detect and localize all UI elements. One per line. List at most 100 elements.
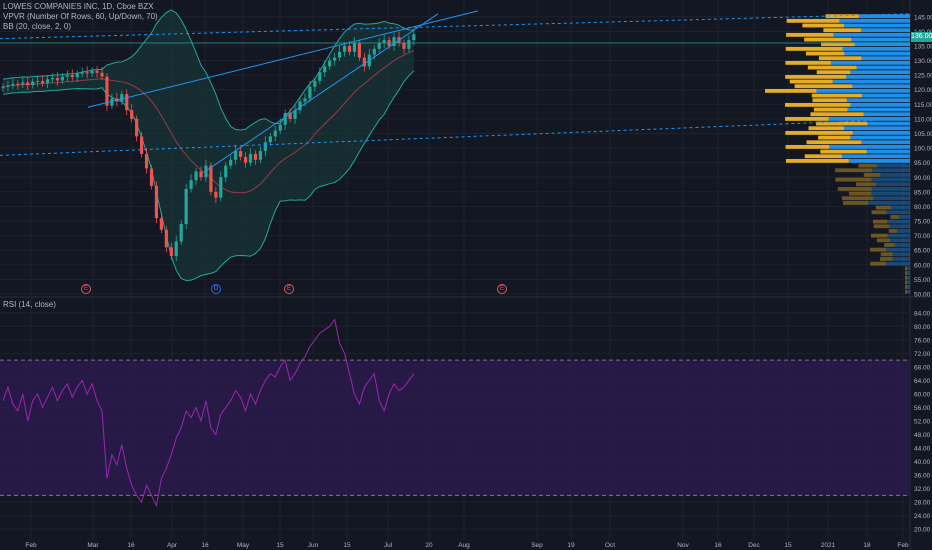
- candle-body: [36, 80, 40, 82]
- volume-profile-bar: [852, 130, 910, 135]
- chart-legend: LOWES COMPANIES INC, 1D, Cboe BZX VPVR (…: [3, 2, 158, 32]
- candle-body: [194, 171, 198, 181]
- price-candles: [1, 28, 416, 262]
- volume-profile-bar: [897, 229, 910, 233]
- x-tick-label: 15: [343, 542, 351, 549]
- volume-profile-bar: [894, 243, 910, 247]
- x-tick-label: 19: [567, 542, 575, 549]
- volume-profile-bar: [846, 98, 910, 103]
- candle-body: [258, 151, 262, 160]
- volume-profile-bar: [833, 32, 910, 37]
- rsi-y-tick-label: 64.00: [914, 378, 931, 385]
- volume-profile-bar: [856, 65, 910, 70]
- volume-profile-bar: [851, 37, 910, 42]
- candle-body: [352, 43, 357, 52]
- candle-body: [31, 81, 35, 86]
- volume-profile-bar: [785, 144, 830, 149]
- rsi-indicator: [0, 318, 910, 508]
- vpvr-legend[interactable]: VPVR (Number Of Rows, 60, Up/Down, 70): [3, 12, 158, 21]
- earnings-marker[interactable]: E: [284, 284, 294, 294]
- candle-body: [21, 82, 25, 85]
- candle-body: [120, 94, 124, 102]
- volume-profile-bar: [802, 23, 845, 28]
- rsi-band: [0, 360, 910, 496]
- candle-body: [407, 40, 411, 49]
- last-price-tag: 136.00: [911, 32, 932, 42]
- rsi-title[interactable]: RSI (14, close): [3, 300, 56, 309]
- y-tick-label: 60.00: [914, 262, 931, 269]
- volume-profile-bar: [880, 252, 893, 257]
- candle-body: [140, 136, 144, 154]
- rsi-y-tick-label: 28.00: [914, 500, 931, 507]
- x-tick-label: Dec: [748, 542, 760, 549]
- rsi-y-tick-label: 40.00: [914, 459, 931, 466]
- resistance-trend-line[interactable]: [0, 13, 911, 40]
- x-tick-label: 16: [714, 542, 722, 549]
- volume-profile-bar: [886, 261, 910, 266]
- candle-body: [372, 48, 376, 55]
- earnings-marker[interactable]: E: [81, 284, 91, 294]
- candle-body: [11, 83, 15, 86]
- candle-body: [229, 159, 233, 166]
- rsi-y-tick-label: 32.00: [914, 486, 931, 493]
- volume-profile-bar: [867, 121, 910, 126]
- volume-profile-bar: [810, 112, 864, 117]
- volume-profile-bar: [804, 154, 842, 159]
- volume-profile-bar: [794, 84, 853, 89]
- channel-upper-line[interactable]: [87, 10, 479, 108]
- volume-profile-bar: [891, 205, 910, 210]
- candle-body: [357, 43, 361, 58]
- candle-body: [298, 101, 302, 111]
- candle-body: [392, 37, 396, 46]
- volume-profile-bar: [850, 135, 910, 140]
- x-tick-label: 2021: [821, 542, 836, 549]
- x-tick-label: Jun: [308, 542, 319, 549]
- volume-profile-bar: [813, 107, 848, 112]
- volume-profile-bar: [876, 238, 891, 243]
- channel-lower-line[interactable]: [204, 13, 439, 172]
- candle-body: [85, 72, 89, 74]
- candle-body: [342, 45, 347, 52]
- symbol-title[interactable]: LOWES COMPANIES INC, 1D, Cboe BZX: [3, 2, 154, 11]
- candle-body: [243, 156, 248, 163]
- y-tick-label: 70.00: [914, 233, 931, 240]
- candle-body: [382, 40, 386, 44]
- volume-profile-bar: [852, 84, 910, 89]
- volume-profile-bar: [805, 51, 845, 56]
- candle-body: [283, 113, 287, 125]
- volume-profile-bar: [842, 201, 868, 205]
- dividend-marker[interactable]: D: [211, 284, 221, 294]
- candle-body: [90, 70, 94, 74]
- volume-profile-bar: [890, 238, 910, 243]
- volume-profile-bar: [873, 196, 910, 201]
- volume-profile-bar: [832, 79, 910, 84]
- volume-profile-bar: [871, 233, 888, 238]
- volume-profile-bar: [863, 112, 910, 117]
- volume-profile-bar: [816, 88, 910, 93]
- bb-legend[interactable]: BB (20, close, 2, 0): [3, 22, 72, 31]
- earnings-marker[interactable]: E: [497, 284, 507, 294]
- bb-lower-line: [2, 70, 415, 281]
- volume-profile-bar: [871, 191, 910, 196]
- volume-profile-bar: [808, 126, 845, 131]
- volume-profile-bar: [871, 187, 910, 191]
- volume-profile-bar: [879, 257, 893, 261]
- x-tick-label: 20: [425, 542, 433, 549]
- volume-profile-bar: [872, 219, 888, 224]
- volume-profile-bar: [850, 70, 910, 75]
- candle-body: [204, 165, 208, 178]
- volume-profile-bar: [863, 172, 881, 177]
- candle-body: [110, 98, 114, 106]
- volume-profile-bar: [828, 116, 910, 121]
- candle-body: [45, 79, 50, 84]
- volume-profile-bar: [888, 229, 898, 233]
- volume-profile-bar: [815, 121, 868, 126]
- candle-body: [60, 76, 64, 81]
- y-tick-label: 50.00: [914, 292, 931, 299]
- y-tick-label: 90.00: [914, 175, 931, 182]
- trend-lines[interactable]: [0, 10, 911, 172]
- volume-profile-bar: [907, 285, 910, 289]
- support-trend-line[interactable]: [0, 118, 911, 156]
- volume-profile-bar: [866, 149, 910, 154]
